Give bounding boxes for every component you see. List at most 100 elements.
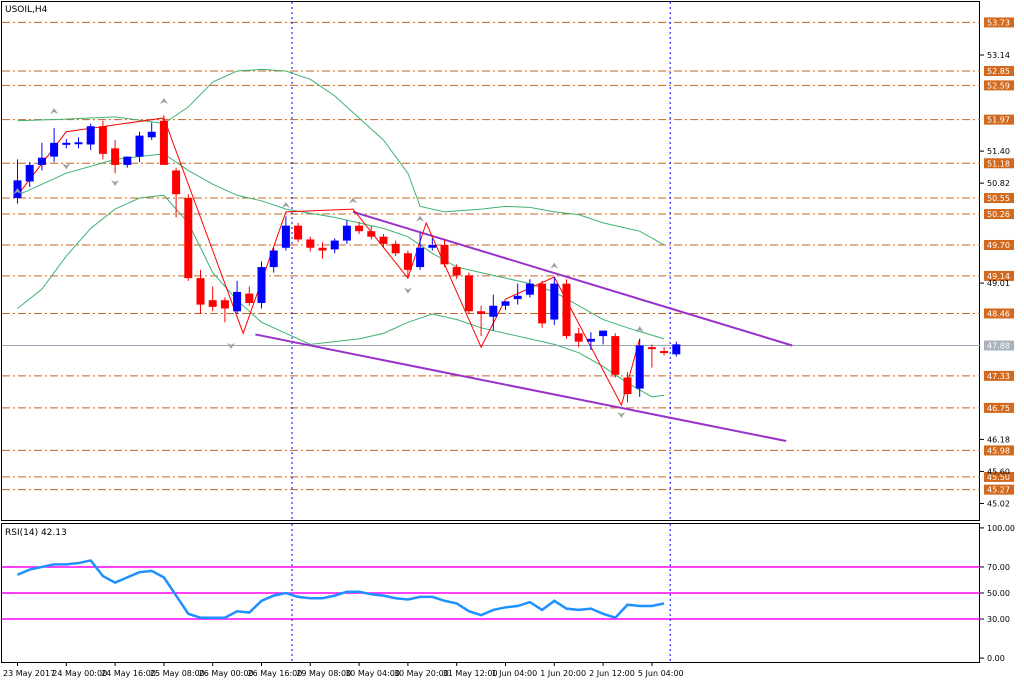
candle (489, 294, 498, 331)
candle (184, 194, 193, 281)
candles (13, 115, 681, 403)
rsi-tick-label: 30.00 (987, 615, 1010, 624)
rsi-series-line (17, 559, 665, 620)
candle (98, 120, 107, 160)
time-tick-label: 31 May 12:00 (443, 669, 498, 678)
candle-body (525, 283, 534, 295)
candle (538, 280, 547, 328)
candle (294, 222, 303, 243)
level-tag (984, 80, 1014, 91)
rsi-tick-label: 100.00 (987, 524, 1015, 533)
candle (574, 327, 583, 348)
bollinger-lower (17, 194, 665, 398)
candle (525, 279, 534, 298)
candle-body (440, 244, 449, 265)
candle-body (159, 120, 168, 165)
fractal-up-icon (50, 107, 59, 114)
candle-body (50, 142, 59, 157)
candle (135, 131, 144, 163)
candle-body (635, 345, 644, 389)
candle (111, 140, 120, 174)
candle-body (233, 291, 242, 312)
time-tick-label: 26 May 00:00 (199, 669, 254, 678)
rsi-pane[interactable]: 100.00 70.00 50.00 30.00 0.00 RSI(14) 42.13 (1, 523, 1016, 664)
candle-body (428, 244, 437, 248)
candle-body (62, 142, 71, 145)
candle (74, 137, 83, 149)
level-tag-label: 51.18 (987, 159, 1010, 168)
rsi-vertical-markers (291, 524, 671, 662)
fractal-down-icon (403, 287, 412, 294)
candle (635, 338, 644, 397)
candle (647, 344, 656, 368)
candle (86, 123, 95, 150)
fractal-down-icon (62, 163, 71, 170)
candle (306, 236, 315, 252)
candle-body (611, 336, 620, 375)
candle (477, 305, 486, 337)
bollinger-upper (17, 68, 665, 246)
candle-body (74, 142, 83, 145)
level-tag (984, 471, 1014, 482)
candle-body (147, 131, 156, 138)
candle-body (623, 377, 632, 395)
candle (159, 115, 168, 165)
candle-body (269, 250, 278, 268)
candle-body (647, 347, 656, 350)
candle-body (513, 295, 522, 300)
time-tick-label: 24 May 00:00 (52, 669, 107, 678)
candle (25, 162, 34, 187)
candle (660, 347, 669, 356)
rsi-axis: 100.00 70.00 50.00 30.00 0.00 (980, 524, 1015, 663)
candle (452, 264, 461, 280)
candle (37, 142, 46, 171)
candle-body (489, 305, 498, 317)
candle-body (294, 225, 303, 240)
candle-body (501, 301, 510, 306)
price-tick-label: 49.01 (987, 279, 1010, 288)
candle-body (660, 351, 669, 354)
channel-upper-line[interactable] (352, 210, 793, 347)
candle (428, 238, 437, 251)
level-tag-label: 50.26 (987, 210, 1010, 219)
level-tag (984, 484, 1014, 495)
price-tick-label: 53.14 (987, 51, 1010, 60)
candle (172, 167, 181, 218)
rsi-levels (2, 566, 980, 620)
fractal-down-icon (227, 342, 235, 349)
candle (464, 272, 473, 315)
level-tag-label: 47.33 (987, 372, 1010, 381)
level-tag (984, 209, 1014, 220)
channel-lower-line[interactable] (255, 333, 787, 443)
candle-body (586, 338, 595, 342)
candle (147, 122, 156, 141)
candle (379, 233, 388, 248)
level-tag (984, 445, 1014, 456)
candle (416, 232, 425, 270)
fractal-up-icon (635, 326, 644, 333)
level-tag (984, 270, 1014, 281)
candle-body (391, 243, 400, 254)
price-pane[interactable]: 53.73 52.85 52.59 51.97 51.18 50.55 50.26 49.70… (1, 1, 1015, 521)
candle-body (208, 300, 217, 307)
fractal-up-icon (550, 262, 559, 269)
level-tag-label: 45.27 (987, 486, 1010, 495)
level-tag-label: 49.70 (987, 241, 1010, 250)
candle (562, 279, 571, 339)
candle (208, 286, 217, 312)
price-tick-label: 46.18 (987, 435, 1010, 444)
price-axis: 53.73 52.85 52.59 51.97 51.18 50.55 50.26 49.70… (980, 17, 1014, 508)
symbol-label: USOIL,H4 (5, 5, 48, 15)
candle-body (464, 275, 473, 312)
rsi-tick-label: 50.00 (987, 589, 1010, 598)
trend-channel[interactable] (255, 210, 793, 443)
candle (513, 283, 522, 305)
candle (391, 240, 400, 257)
level-tag-label: 53.73 (987, 18, 1010, 27)
candle-body (574, 333, 583, 342)
candle (623, 372, 632, 403)
level-tag-label: 52.59 (987, 81, 1010, 90)
candle-body (452, 267, 461, 276)
